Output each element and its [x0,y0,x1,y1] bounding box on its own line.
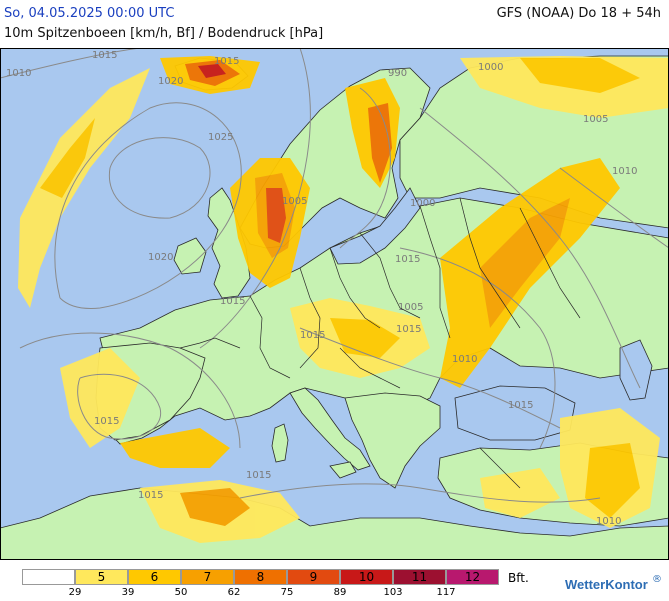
isobar-label: 1015 [220,296,245,307]
isobar-label: 1010 [612,166,637,177]
isobar-label: 1015 [508,400,533,411]
isobar-label: 1015 [138,490,163,501]
baltic-sea [329,187,421,265]
gust-area-russia-core [520,58,640,93]
country-borders [179,197,581,489]
legend-swatch: 9 [287,569,340,585]
legend-swatch [22,569,75,585]
map-title: 10m Spitzenboeen [km/h, Bf] / Bodendruck… [4,26,324,41]
gust-area-levant-core [585,443,640,518]
isobar-label: 1005 [583,114,608,125]
isobar-label: 1000 [478,62,503,73]
isobar-label: 1020 [148,252,173,263]
gust-area-eastern-core [480,198,570,328]
legend-tick-label: 75 [280,587,294,598]
isobar-label: 1010 [452,354,477,365]
gust-area-africa-core [180,488,250,526]
isobars [0,48,669,503]
legend-unit: Bft. [508,571,529,585]
legend-swatch: 8 [234,569,287,585]
brand-logo-text: WetterKontor [565,577,648,592]
legend-swatch: 12 [446,569,499,585]
legend-swatch: 10 [340,569,393,585]
forecast-date: So, 04.05.2025 00:00 UTC [4,6,175,21]
gust-area-atlantic-core [40,118,95,198]
legend-tick-label: 62 [227,587,241,598]
gust-map[interactable]: 1010 1015 1020 1025 1015 1020 1015 1015 … [0,48,669,560]
legend-tick-label: 39 [121,587,135,598]
gust-area-norway-core [368,103,392,183]
legend-tick-label: 103 [383,587,403,598]
gust-area-mediterranean [120,428,230,468]
isobar-label: 1025 [208,132,233,143]
gust-fields [18,56,669,543]
gust-area-northsea-peak [266,188,286,243]
gust-area-iberia [60,348,140,448]
isobar-label: 1015 [396,324,421,335]
gust-area-iceland-peak [198,64,226,78]
black-sea [454,385,576,441]
isobar-label: 1005 [282,196,307,207]
isobar-label: 1015 [395,254,420,265]
isobar-label: 1020 [158,76,183,87]
isobar-label: 990 [388,68,407,79]
gust-area-turkey [480,468,560,518]
isobar-label: 1005 [398,302,423,313]
legend-swatch: 6 [128,569,181,585]
isobar-label: 1015 [300,330,325,341]
legend-tick-label: 117 [436,587,456,598]
gust-area-central-core [330,318,400,358]
isobar-label: 1015 [94,416,119,427]
model-run-label: GFS (NOAA) Do 18 + 54h [496,6,661,21]
legend-swatch: 11 [393,569,446,585]
registered-mark: ® [652,574,662,585]
legend-tick-label: 89 [333,587,347,598]
legend-swatch: 5 [75,569,128,585]
isobar-label: 1015 [246,470,271,481]
legend: 5 6 7 8 9 10 11 12 29 39 50 62 75 89 103 117 [22,569,512,601]
gust-area-atlantic [18,68,150,308]
caspian-sea [619,339,653,401]
isobar-label: 1010 [596,516,621,527]
isobar-label-group: 1010 1015 1020 1025 1015 1020 1015 1015 … [6,50,637,527]
legend-tick-label: 50 [174,587,188,598]
isobar-label: 1010 [6,68,31,79]
legend-swatch: 7 [181,569,234,585]
legend-tick-label: 29 [68,587,82,598]
isobar-label: 1000 [410,198,435,209]
isobar-label: 1015 [92,50,117,61]
isobar-label: 1015 [214,56,239,67]
